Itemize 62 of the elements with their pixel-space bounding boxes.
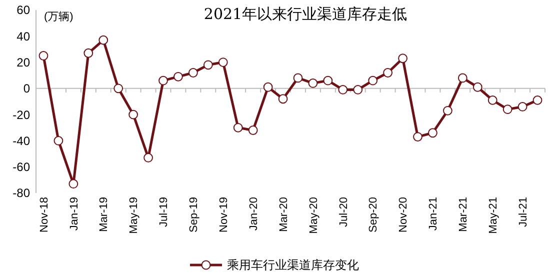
y-tick-label: -80 bbox=[12, 186, 30, 200]
point bbox=[413, 132, 422, 142]
point bbox=[218, 58, 228, 67]
x-tick-label: Nov-19 bbox=[218, 197, 230, 232]
x-tick-label: Mar-19 bbox=[98, 197, 110, 232]
point bbox=[518, 102, 528, 112]
x-tick-label: Jan-21 bbox=[428, 197, 440, 231]
x-tick-label: Jul-19 bbox=[158, 197, 170, 227]
point bbox=[323, 76, 333, 86]
y-tick-label: -60 bbox=[12, 160, 30, 174]
point bbox=[174, 72, 183, 82]
x-tick-label: Jan-19 bbox=[68, 197, 80, 231]
point bbox=[144, 153, 153, 162]
x-tick-label: May-20 bbox=[308, 197, 320, 234]
point bbox=[308, 78, 318, 88]
x-tick-label: Jan-20 bbox=[248, 197, 260, 231]
point bbox=[114, 84, 124, 94]
y-axis-title: (万辆) bbox=[44, 11, 74, 23]
x-tick-label: Nov-18 bbox=[38, 197, 50, 232]
point bbox=[158, 76, 168, 86]
point bbox=[38, 51, 48, 60]
legend-label: 乘用车行业渠道库存变化 bbox=[227, 258, 359, 272]
point bbox=[233, 122, 243, 132]
point bbox=[203, 60, 213, 70]
point bbox=[278, 94, 288, 104]
point bbox=[398, 54, 408, 64]
y-tick-label: 0 bbox=[23, 82, 30, 96]
x-tick-label: Nov-20 bbox=[398, 197, 410, 232]
point bbox=[458, 73, 468, 83]
x-tick-label: May-21 bbox=[487, 197, 500, 234]
y-tick-label: 60 bbox=[16, 3, 30, 18]
x-tick-label: May-19 bbox=[128, 197, 140, 234]
point bbox=[428, 128, 438, 138]
y-tick-label: -20 bbox=[12, 108, 30, 122]
point bbox=[248, 126, 258, 135]
x-tick-label: Sep-20 bbox=[368, 197, 380, 232]
point bbox=[263, 82, 273, 92]
point bbox=[98, 35, 108, 45]
x-tick-label: Mar-20 bbox=[278, 197, 290, 232]
point bbox=[488, 95, 498, 105]
point bbox=[502, 104, 512, 114]
x-tick-label: Jul-21 bbox=[517, 197, 530, 227]
point bbox=[128, 110, 138, 120]
point bbox=[84, 48, 94, 58]
point bbox=[188, 68, 198, 78]
point bbox=[383, 68, 393, 78]
point bbox=[68, 179, 78, 189]
point bbox=[293, 73, 303, 83]
point bbox=[532, 95, 542, 105]
y-tick-label: 20 bbox=[16, 55, 30, 70]
point bbox=[472, 82, 482, 92]
y-tick-label: -40 bbox=[12, 134, 30, 148]
x-tick-label: Sep-19 bbox=[188, 197, 200, 232]
x-tick-label: Mar-21 bbox=[458, 197, 470, 232]
point bbox=[442, 106, 452, 116]
y-tick-label: 40 bbox=[16, 29, 30, 44]
point bbox=[338, 85, 348, 94]
point bbox=[54, 136, 64, 146]
x-tick-label: Jul-20 bbox=[338, 197, 350, 227]
chart-title: 2021年以来行业渠道库存走低 bbox=[204, 5, 408, 23]
point bbox=[353, 85, 363, 94]
point bbox=[368, 76, 378, 86]
